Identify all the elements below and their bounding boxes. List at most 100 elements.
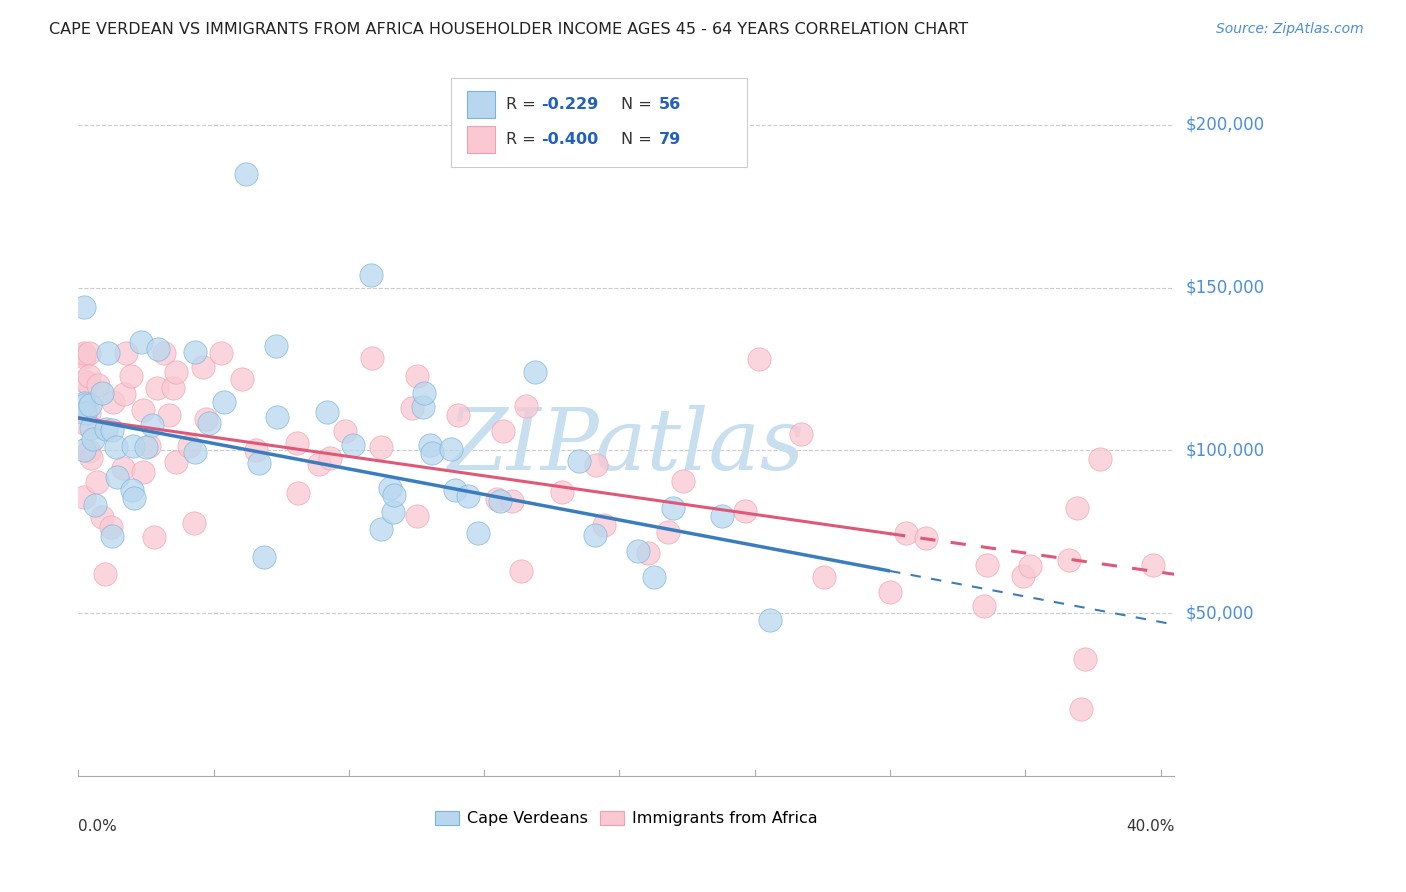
Text: N =: N =: [621, 132, 657, 146]
Point: [79, 398, 101, 412]
Text: R =: R =: [506, 97, 540, 112]
Point: [585, 458, 607, 472]
Point: [914, 531, 936, 545]
Point: [97, 346, 120, 360]
Text: 56: 56: [659, 97, 682, 112]
Point: [73, 442, 96, 457]
Text: ZIPatlas: ZIPatlas: [447, 405, 804, 488]
Point: [370, 440, 392, 454]
Point: [73, 398, 96, 412]
Point: [759, 613, 782, 627]
Point: [101, 529, 124, 543]
Point: [157, 409, 180, 423]
Point: [333, 424, 356, 438]
Text: $200,000: $200,000: [1185, 116, 1264, 134]
Point: [405, 509, 427, 524]
Text: 79: 79: [659, 132, 682, 146]
Point: [1070, 702, 1092, 716]
Point: [166, 365, 188, 379]
Point: [166, 455, 188, 469]
Point: [179, 439, 201, 453]
Point: [384, 488, 406, 502]
Point: [264, 339, 287, 353]
Point: [90, 385, 112, 400]
Point: [73, 345, 96, 359]
Point: [406, 368, 429, 383]
Point: [1066, 501, 1088, 516]
Legend: Cape Verdeans, Immigrants from Africa: Cape Verdeans, Immigrants from Africa: [429, 805, 824, 833]
Point: [79, 345, 101, 359]
Point: [73, 490, 96, 504]
Point: [94, 567, 117, 582]
Point: [86, 475, 108, 490]
Point: [122, 491, 145, 505]
Point: [91, 509, 114, 524]
Point: [114, 345, 136, 359]
Point: [214, 395, 236, 409]
Point: [247, 456, 270, 470]
Point: [485, 491, 508, 506]
Point: [146, 342, 169, 356]
Point: [209, 345, 232, 359]
Point: [75, 406, 97, 420]
Point: [132, 403, 155, 417]
Point: [1074, 652, 1097, 666]
Point: [748, 352, 770, 367]
Point: [80, 421, 103, 435]
Point: [413, 386, 436, 401]
Point: [77, 376, 100, 390]
Point: [253, 550, 276, 565]
Point: [76, 418, 98, 433]
Point: [184, 344, 207, 359]
Text: $100,000: $100,000: [1185, 442, 1264, 459]
Point: [197, 416, 219, 430]
Point: [231, 372, 253, 386]
Text: Source: ZipAtlas.com: Source: ZipAtlas.com: [1216, 22, 1364, 37]
Point: [194, 411, 217, 425]
Point: [444, 483, 467, 497]
Point: [138, 439, 160, 453]
Point: [515, 400, 537, 414]
Point: [583, 528, 606, 542]
Point: [73, 348, 96, 362]
Text: CAPE VERDEAN VS IMMIGRANTS FROM AFRICA HOUSEHOLDER INCOME AGES 45 - 64 YEARS COR: CAPE VERDEAN VS IMMIGRANTS FROM AFRICA H…: [49, 22, 969, 37]
Point: [135, 440, 157, 454]
Point: [105, 470, 128, 484]
Point: [643, 570, 665, 584]
Point: [457, 489, 479, 503]
Point: [100, 520, 122, 534]
Point: [111, 460, 134, 475]
Point: [82, 432, 104, 446]
Point: [77, 406, 100, 420]
Point: [419, 438, 441, 452]
Point: [132, 465, 155, 479]
Point: [79, 368, 101, 383]
Point: [973, 599, 995, 613]
Point: [976, 558, 998, 572]
Point: [1088, 451, 1111, 466]
Point: [315, 405, 337, 419]
Point: [121, 483, 143, 497]
Point: [73, 403, 96, 417]
Text: -0.229: -0.229: [541, 97, 598, 112]
Point: [266, 409, 288, 424]
Point: [422, 445, 444, 459]
Point: [489, 493, 512, 508]
Point: [342, 438, 364, 452]
Point: [308, 457, 330, 471]
FancyBboxPatch shape: [467, 91, 495, 119]
Point: [146, 380, 169, 394]
Point: [657, 525, 679, 540]
Point: [142, 530, 165, 544]
Point: [360, 268, 382, 282]
Point: [1018, 559, 1040, 574]
Point: [671, 474, 693, 488]
Point: [568, 454, 591, 468]
Point: [401, 401, 423, 415]
Point: [184, 445, 207, 459]
Point: [378, 481, 401, 495]
Point: [319, 451, 342, 466]
Point: [524, 365, 547, 379]
Point: [662, 501, 685, 516]
Point: [1142, 558, 1164, 573]
